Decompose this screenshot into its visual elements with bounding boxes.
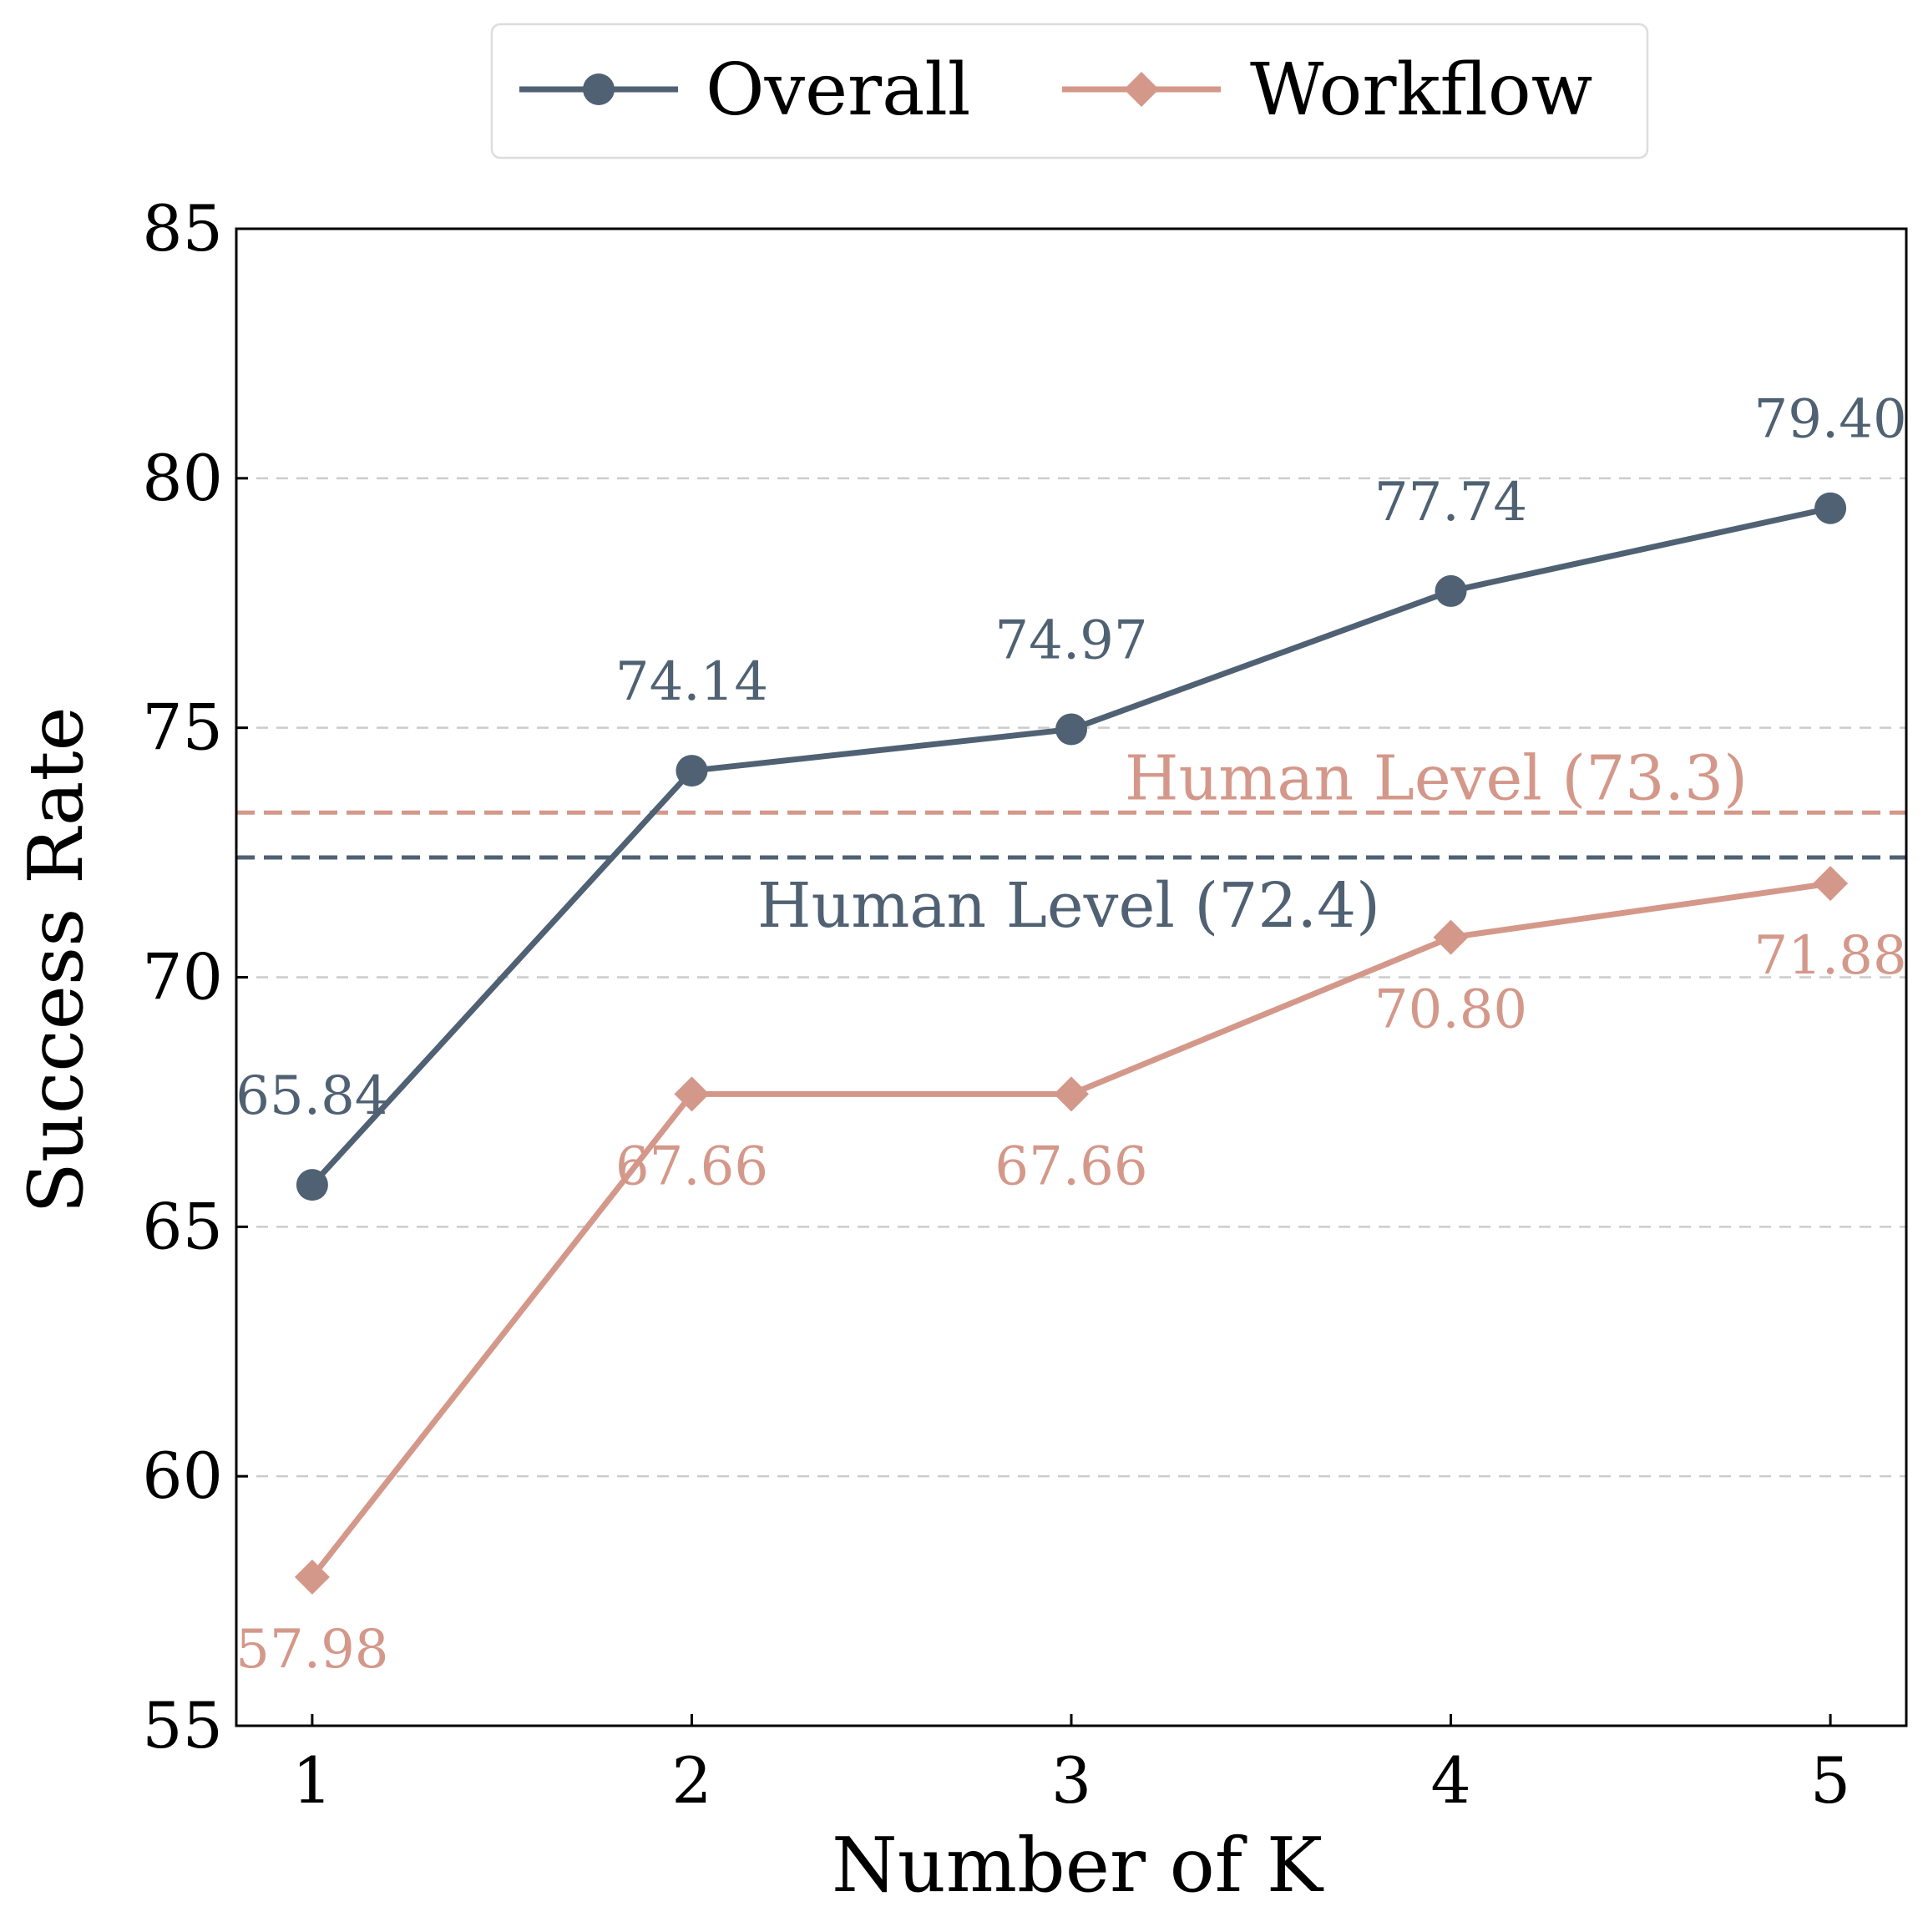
x-tick-label: 3 bbox=[1051, 1743, 1091, 1818]
x-axis-ticks: 1 2 3 4 5 bbox=[292, 1714, 1850, 1818]
data-label: 77.74 bbox=[1374, 472, 1527, 534]
x-axis-label: Number of K bbox=[832, 1822, 1324, 1909]
y-tick-label: 55 bbox=[142, 1688, 223, 1763]
data-point bbox=[1813, 866, 1849, 902]
x-tick-label: 4 bbox=[1430, 1743, 1470, 1818]
x-tick-label: 5 bbox=[1810, 1743, 1850, 1818]
data-label: 79.40 bbox=[1753, 389, 1906, 451]
data-point bbox=[1435, 574, 1467, 607]
y-tick-label: 60 bbox=[142, 1439, 223, 1513]
data-point bbox=[674, 1076, 710, 1112]
series-line-workflow bbox=[309, 880, 1834, 1580]
data-label: 67.66 bbox=[615, 1135, 768, 1197]
reference-lines: Human Level (73.3) Human Level (72.4) bbox=[236, 742, 1906, 942]
y-tick-label: 65 bbox=[142, 1189, 223, 1263]
grid-lines bbox=[236, 477, 1906, 1478]
data-label: 57.98 bbox=[235, 1619, 388, 1681]
data-label: 71.88 bbox=[1753, 925, 1906, 987]
reference-line-label: Human Level (73.3) bbox=[1125, 742, 1748, 814]
legend-label: Overall bbox=[706, 48, 970, 132]
reference-line-label: Human Level (72.4) bbox=[757, 870, 1380, 942]
data-label: 74.97 bbox=[994, 609, 1147, 671]
data-label: 70.80 bbox=[1374, 979, 1527, 1041]
data-point bbox=[676, 755, 708, 787]
y-tick-label: 75 bbox=[142, 690, 223, 765]
y-axis-label: Success Rate bbox=[13, 706, 100, 1214]
data-label: 74.14 bbox=[615, 651, 768, 713]
legend-marker bbox=[583, 73, 615, 105]
data-point bbox=[1055, 713, 1087, 746]
legend-marker bbox=[1124, 72, 1159, 107]
y-axis-ticks: 55 60 65 70 75 80 85 bbox=[142, 191, 248, 1763]
y-tick-label: 85 bbox=[142, 191, 223, 266]
data-label: 65.84 bbox=[235, 1065, 388, 1127]
y-tick-label: 80 bbox=[142, 441, 223, 515]
data-series bbox=[294, 492, 1849, 1595]
data-point bbox=[296, 1169, 328, 1201]
data-labels: 65.84 74.14 74.97 77.74 79.40 57.98 67.66 67.66… bbox=[235, 389, 1906, 1681]
legend: Overall Workflow bbox=[490, 23, 1649, 159]
data-point bbox=[1814, 492, 1847, 524]
x-tick-label: 1 bbox=[292, 1743, 332, 1818]
data-label: 67.66 bbox=[994, 1135, 1147, 1197]
legend-label: Workflow bbox=[1250, 48, 1592, 132]
x-tick-label: 2 bbox=[671, 1743, 711, 1818]
data-point bbox=[1433, 919, 1469, 955]
data-point bbox=[294, 1559, 330, 1595]
y-tick-label: 70 bbox=[142, 940, 223, 1014]
data-point bbox=[1054, 1076, 1089, 1112]
